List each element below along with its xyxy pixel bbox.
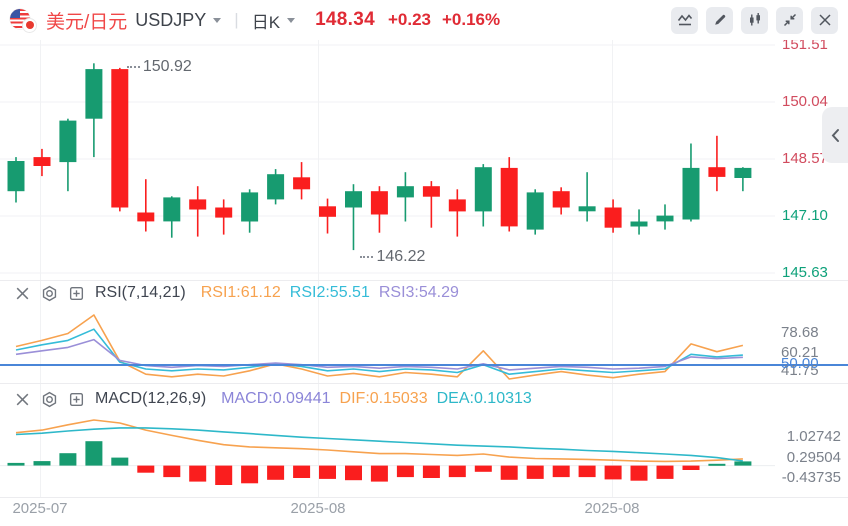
rsi-expand-button[interactable] <box>68 285 85 302</box>
close-icon <box>818 14 831 26</box>
low-price-value: 146.22 <box>376 248 426 266</box>
dotted-marker-icon <box>360 256 374 259</box>
macd-value: MACD:0.09441 <box>221 390 331 407</box>
collapse-button[interactable] <box>776 6 803 34</box>
dea-value: DEA:0.10313 <box>436 390 532 407</box>
collapse-icon <box>783 13 796 27</box>
rsi2-value: RSI2:55.51 <box>289 284 370 301</box>
interval-selector[interactable]: 日K <box>251 12 281 32</box>
macd-axis-label: 1.02742 <box>786 428 841 445</box>
toolbar: 美元/日元 USDJPY | 日K 148.34 +0.23 +0.16% <box>0 0 848 40</box>
time-axis-label: 2025-08 <box>584 500 640 517</box>
close-chart-button[interactable] <box>811 6 838 34</box>
pane-separator[interactable] <box>0 383 848 384</box>
time-gridline <box>318 40 319 497</box>
chevron-left-icon <box>831 128 839 142</box>
time-axis-separator <box>0 497 848 498</box>
panel-collapse-tab[interactable] <box>822 107 848 163</box>
time-axis-label: 2025-08 <box>290 500 346 517</box>
symbol-code[interactable]: USDJPY <box>135 9 207 30</box>
indicator-icon <box>677 14 692 26</box>
price-axis-label: 151.51 <box>782 36 828 53</box>
price-axis-label: 147.10 <box>782 207 828 224</box>
rsi-axis-label: 78.68 <box>781 324 819 341</box>
rsi3-value: RSI3:54.29 <box>378 284 459 301</box>
rsi-settings-gear-icon[interactable] <box>41 285 58 302</box>
macd-panel-header: MACD(12,26,9) MACD:0.09441 DIF:0.15033 D… <box>14 388 532 410</box>
last-price: 148.34 <box>315 9 375 30</box>
macd-axis-label: -0.43735 <box>781 469 841 486</box>
symbol-dropdown-caret-icon[interactable] <box>213 17 222 23</box>
time-gridline <box>40 40 41 497</box>
symbol-name-cn: 美元/日元 <box>46 11 128 33</box>
interval-dropdown-caret-icon[interactable] <box>287 17 296 23</box>
candlestick-style-icon <box>749 13 760 26</box>
toolbar-divider: | <box>234 10 239 29</box>
rsi-title[interactable]: RSI(7,14,21) <box>95 284 186 301</box>
draw-icon <box>714 14 725 25</box>
price-change: +0.23 <box>387 10 431 29</box>
time-gridline <box>612 40 613 497</box>
macd-canvas[interactable] <box>0 390 775 498</box>
candlestick-canvas[interactable] <box>0 40 775 280</box>
low-price-annotation: 146.22 <box>360 248 425 266</box>
rsi-axis-label: 41.75 <box>781 362 819 379</box>
usdjpy-pair-flag-icon <box>10 7 39 34</box>
rsi-axis-label: 60.21 <box>781 344 819 361</box>
dif-value: DIF:0.15033 <box>339 390 428 407</box>
draw-button[interactable] <box>706 6 733 34</box>
price-axis[interactable]: 151.51 150.04 148.57 147.10 145.63 <box>779 36 848 281</box>
rsi-50-level-line <box>0 363 848 366</box>
candlestick-style-button[interactable] <box>741 6 768 34</box>
pane-separator[interactable] <box>0 280 848 281</box>
high-price-annotation: 150.92 <box>126 57 192 76</box>
price-change-percent: +0.16% <box>442 10 501 29</box>
rsi-close-button[interactable] <box>14 285 31 302</box>
macd-axis-label: 0.29504 <box>786 449 841 466</box>
time-axis-label: 2025-07 <box>12 500 68 517</box>
price-axis-label: 150.04 <box>782 93 828 110</box>
price-axis-label: 148.57 <box>782 150 828 167</box>
macd-expand-button[interactable] <box>68 391 85 408</box>
price-axis-label: 145.63 <box>782 264 828 281</box>
dotted-marker-icon <box>126 65 140 68</box>
macd-title[interactable]: MACD(12,26,9) <box>95 390 207 407</box>
macd-close-button[interactable] <box>14 391 31 408</box>
macd-settings-gear-icon[interactable] <box>41 391 58 408</box>
high-price-value: 150.92 <box>142 57 192 75</box>
rsi-panel-header: RSI(7,14,21) RSI1:61.12 RSI2:55.51 RSI3:… <box>14 282 459 304</box>
rsi1-value: RSI1:61.12 <box>200 284 281 301</box>
japan-flag-icon <box>23 18 36 32</box>
indicator-button[interactable] <box>671 6 698 34</box>
rsi-level-label: 50.00 <box>781 355 819 372</box>
